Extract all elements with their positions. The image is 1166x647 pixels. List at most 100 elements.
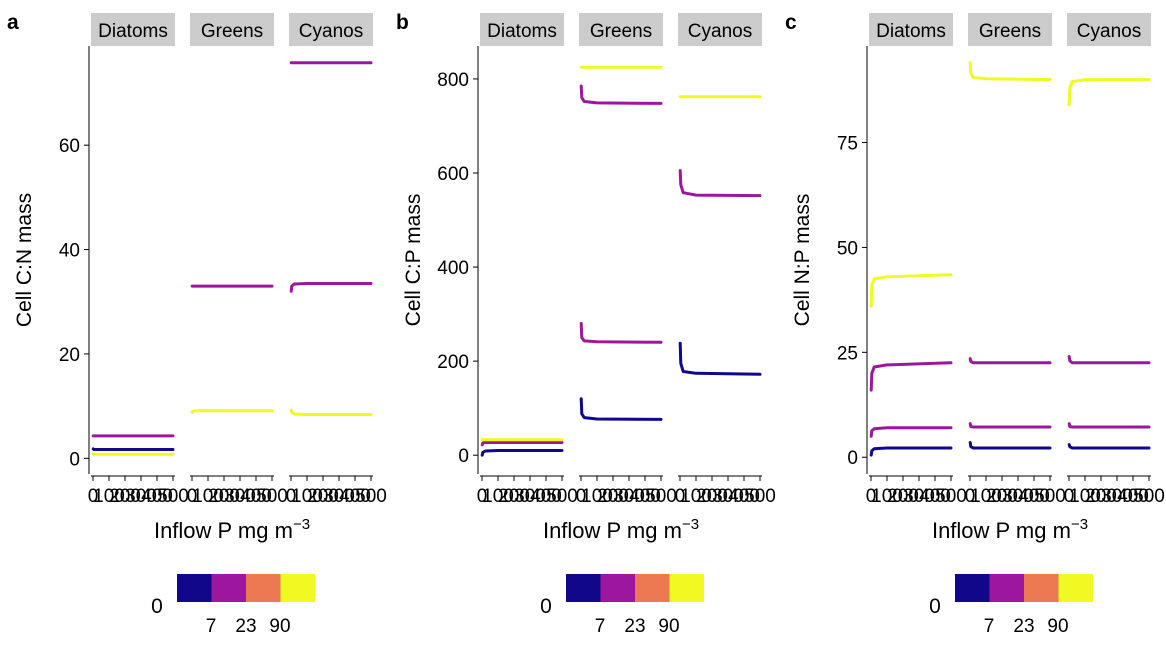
- facet-label: Greens: [201, 21, 263, 42]
- y-tick-label: 0: [69, 449, 80, 470]
- series-line: [968, 422, 1052, 429]
- legend-zero-label: 0: [929, 595, 941, 618]
- series-line: [968, 61, 1052, 82]
- series-line: [190, 409, 274, 414]
- series-line: [678, 169, 762, 198]
- series-line: [968, 441, 1052, 450]
- x-tick-label: 400: [1117, 486, 1149, 507]
- y-tick-label: 60: [59, 136, 80, 157]
- x-tick-label: 500: [157, 486, 189, 507]
- x-tick-label: 100: [680, 486, 712, 507]
- series-line: [1067, 78, 1151, 107]
- facet-strip: [289, 13, 373, 46]
- facet-strip: [190, 13, 274, 46]
- legend-swatch: [1024, 574, 1059, 602]
- legend-swatch: [246, 574, 281, 602]
- x-axis-title-superscript: −3: [1071, 516, 1088, 533]
- y-axis-title: Cell C:N mass: [13, 193, 36, 327]
- facet-strip: [1067, 13, 1151, 46]
- x-tick-label: 300: [1002, 486, 1034, 507]
- x-tick-label: 100: [581, 486, 613, 507]
- x-tick-label: 100: [93, 486, 125, 507]
- legend-swatch: [669, 574, 704, 602]
- y-axis-title: Cell C:P mass: [402, 194, 425, 327]
- legend-tick-label: 7: [206, 616, 217, 637]
- x-tick-label: 200: [696, 486, 728, 507]
- x-tick-label: 400: [530, 486, 562, 507]
- x-tick-label: 400: [240, 486, 272, 507]
- legend-swatch: [566, 574, 601, 602]
- x-tick-label: 300: [125, 486, 157, 507]
- series-line: [968, 357, 1052, 365]
- legend-tick-label: 23: [235, 616, 256, 637]
- x-tick-label: 0: [866, 486, 877, 507]
- x-tick-label: 500: [935, 486, 967, 507]
- series-line: [480, 449, 564, 457]
- x-tick-label: 500: [546, 486, 578, 507]
- legend-tick-label: 23: [1013, 616, 1034, 637]
- x-axis-title-superscript: −3: [682, 516, 699, 533]
- x-tick-label: 200: [307, 486, 339, 507]
- facet-strip: [678, 13, 762, 46]
- legend-swatch: [177, 574, 212, 602]
- facet-strip: [968, 13, 1052, 46]
- facet-label: Diatoms: [98, 21, 168, 42]
- y-tick-label: 40: [59, 241, 80, 262]
- x-tick-label: 0: [965, 486, 976, 507]
- series-line: [579, 84, 663, 105]
- series-line: [869, 446, 953, 457]
- x-axis-title: Inflow P mg m−3: [932, 516, 1088, 543]
- x-tick-label: 100: [871, 486, 903, 507]
- y-tick-label: 400: [437, 258, 469, 279]
- panel-letter: c: [785, 11, 797, 34]
- x-tick-label: 100: [970, 486, 1002, 507]
- y-tick-label: 800: [437, 70, 469, 91]
- x-tick-label: 100: [482, 486, 514, 507]
- x-tick-label: 300: [613, 486, 645, 507]
- facet-strip: [91, 13, 175, 46]
- series-line: [869, 361, 953, 392]
- facet-label: Cyanos: [299, 21, 363, 42]
- facet-label: Greens: [590, 21, 652, 42]
- series-line: [289, 282, 373, 293]
- facet-label: Diatoms: [876, 21, 946, 42]
- series-line: [289, 408, 373, 416]
- x-tick-label: 300: [514, 486, 546, 507]
- x-axis-title-text: Inflow P mg m: [154, 518, 293, 543]
- x-tick-label: 500: [744, 486, 776, 507]
- series-line: [869, 273, 953, 308]
- x-tick-label: 0: [187, 486, 198, 507]
- x-tick-label: 300: [1101, 486, 1133, 507]
- y-tick-label: 25: [837, 343, 858, 364]
- y-axis-title: Cell N:P mass: [791, 194, 814, 327]
- x-tick-label: 400: [339, 486, 371, 507]
- x-tick-label: 200: [1085, 486, 1117, 507]
- x-axis-title-text: Inflow P mg m: [543, 518, 682, 543]
- x-tick-label: 200: [498, 486, 530, 507]
- x-tick-label: 500: [1133, 486, 1165, 507]
- facet-label: Cyanos: [688, 21, 752, 42]
- series-line: [91, 452, 175, 456]
- panel-letter: b: [396, 11, 409, 34]
- series-line: [579, 322, 663, 344]
- x-tick-label: 500: [1034, 486, 1066, 507]
- facet-label: Diatoms: [487, 21, 557, 42]
- x-tick-label: 200: [986, 486, 1018, 507]
- legend-tick-label: 7: [595, 616, 606, 637]
- series-line: [579, 397, 663, 421]
- x-tick-label: 0: [675, 486, 686, 507]
- series-line: [91, 447, 175, 451]
- y-tick-label: 20: [59, 345, 80, 366]
- legend-swatch: [955, 574, 990, 602]
- x-tick-label: 100: [1069, 486, 1101, 507]
- x-tick-label: 500: [645, 486, 677, 507]
- y-tick-label: 0: [458, 446, 469, 467]
- legend-swatch: [989, 574, 1024, 602]
- facet-label: Greens: [979, 21, 1041, 42]
- series-line: [1067, 422, 1151, 429]
- y-tick-label: 75: [837, 134, 858, 155]
- legend-swatch: [211, 574, 246, 602]
- legend-swatch: [600, 574, 635, 602]
